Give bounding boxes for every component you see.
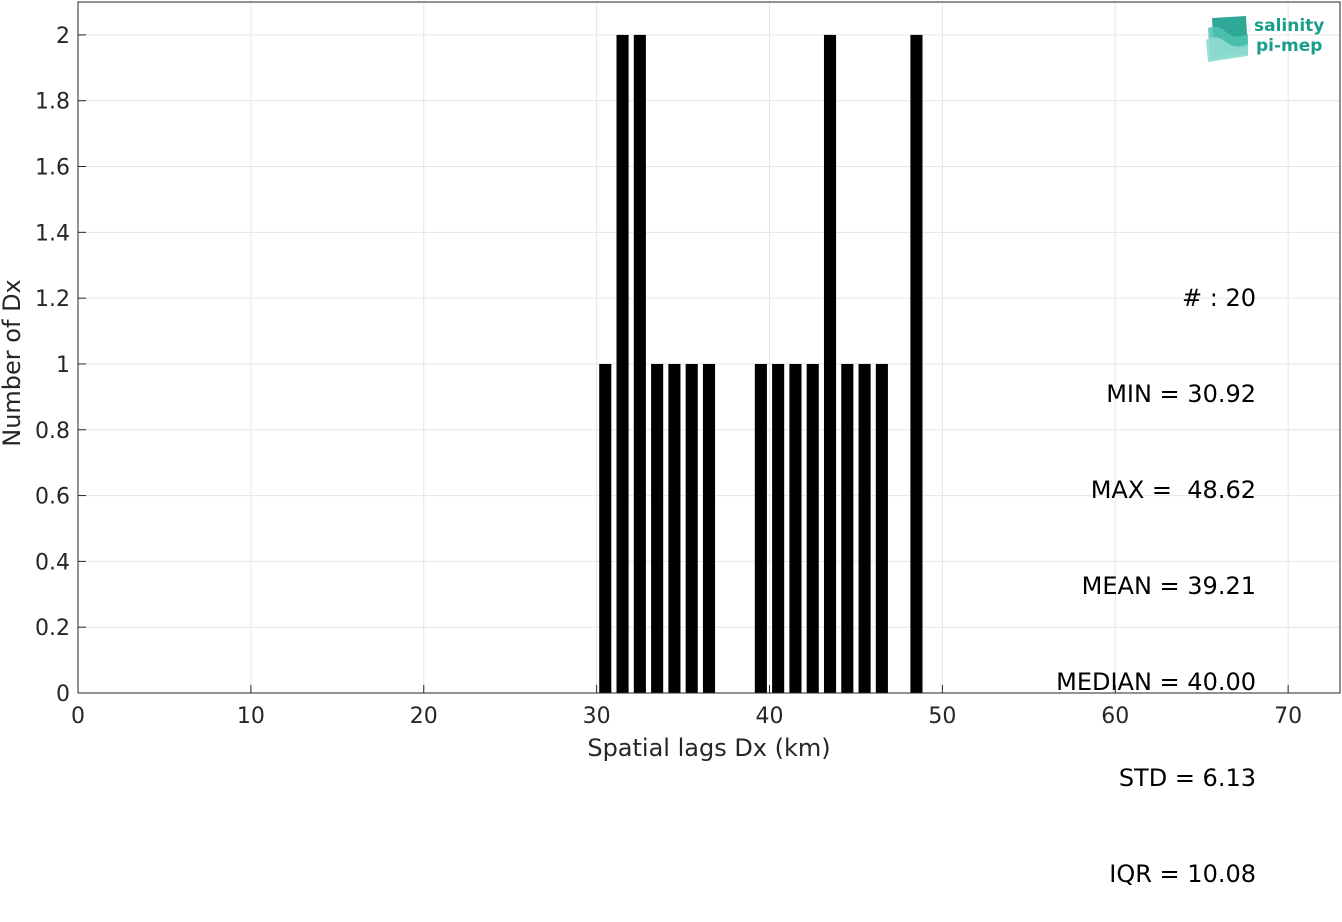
stat-mean: MEAN = 39.21	[1081, 572, 1256, 600]
logo-line-pi-mep: pi-mep	[1256, 36, 1323, 56]
stat-iqr: IQR = 10.08	[1109, 860, 1256, 888]
wave-logo-icon	[1206, 16, 1248, 62]
y-axis-label: Number of Dx	[0, 279, 26, 446]
y-tick-label: 1	[56, 353, 70, 378]
histogram-bar	[685, 363, 698, 693]
axis-ticks: 0 10 20 30 40 50 60 70 0 0.2 0.4 0.6 0.8 1 1.2 1.4 1.6 1.…	[35, 24, 1302, 729]
y-tick-label: 1.4	[35, 221, 70, 246]
stat-median: MEDIAN = 40.00	[1056, 668, 1256, 696]
histogram-bar	[668, 363, 681, 693]
y-tick-label: 1.6	[35, 156, 70, 181]
y-tick-label: 1.2	[35, 287, 70, 312]
histogram-bar	[875, 363, 888, 693]
histogram-bar	[841, 363, 854, 693]
statistics-box: # : 20 MIN = 30.92 MAX = 48.62 MEAN = 39…	[1056, 218, 1256, 922]
histogram-bar	[806, 363, 819, 693]
logo-line-salinity: salinity	[1254, 16, 1325, 36]
stat-std: STD = 6.13	[1118, 764, 1256, 792]
x-tick-label: 0	[71, 704, 85, 729]
histogram-bar	[823, 34, 837, 693]
y-tick-label: 1.8	[35, 90, 70, 115]
x-tick-label: 70	[1274, 704, 1302, 729]
histogram-bar	[858, 363, 871, 693]
x-tick-label: 50	[928, 704, 956, 729]
stat-min: MIN = 30.92	[1106, 380, 1256, 408]
y-tick-label: 2	[56, 24, 70, 49]
histogram-bars	[599, 34, 923, 693]
axes-box	[77, 1, 1341, 694]
y-tick-label: 0.6	[35, 485, 70, 510]
x-tick-label: 20	[410, 704, 438, 729]
y-tick-label: 0	[56, 682, 70, 707]
x-tick-label: 30	[583, 704, 611, 729]
histogram-bar	[651, 363, 664, 693]
histogram-bar	[599, 363, 612, 693]
x-tick-label: 60	[1101, 704, 1129, 729]
y-tick-label: 0.2	[35, 616, 70, 641]
histogram-bar	[616, 34, 629, 693]
histogram-bar	[910, 34, 923, 693]
histogram-bar	[633, 34, 646, 693]
y-tick-label: 0.4	[35, 550, 70, 575]
x-tick-label: 40	[756, 704, 784, 729]
stat-max: MAX = 48.62	[1090, 476, 1256, 504]
salinity-pi-mep-logo: salinity pi-mep	[1204, 14, 1334, 62]
x-tick-label: 10	[237, 704, 265, 729]
histogram-bar	[772, 363, 785, 693]
y-tick-label: 0.8	[35, 419, 70, 444]
stat-count: # : 20	[1182, 284, 1256, 312]
histogram-bar	[789, 363, 802, 693]
histogram-chart: 0 10 20 30 40 50 60 70 0 0.2 0.4 0.6 0.8 1 1.2 1.4 1.6 1.…	[0, 1, 1341, 762]
histogram-bar	[754, 363, 767, 693]
histogram-bar	[702, 363, 716, 693]
x-axis-label: Spatial lags Dx (km)	[587, 734, 830, 762]
